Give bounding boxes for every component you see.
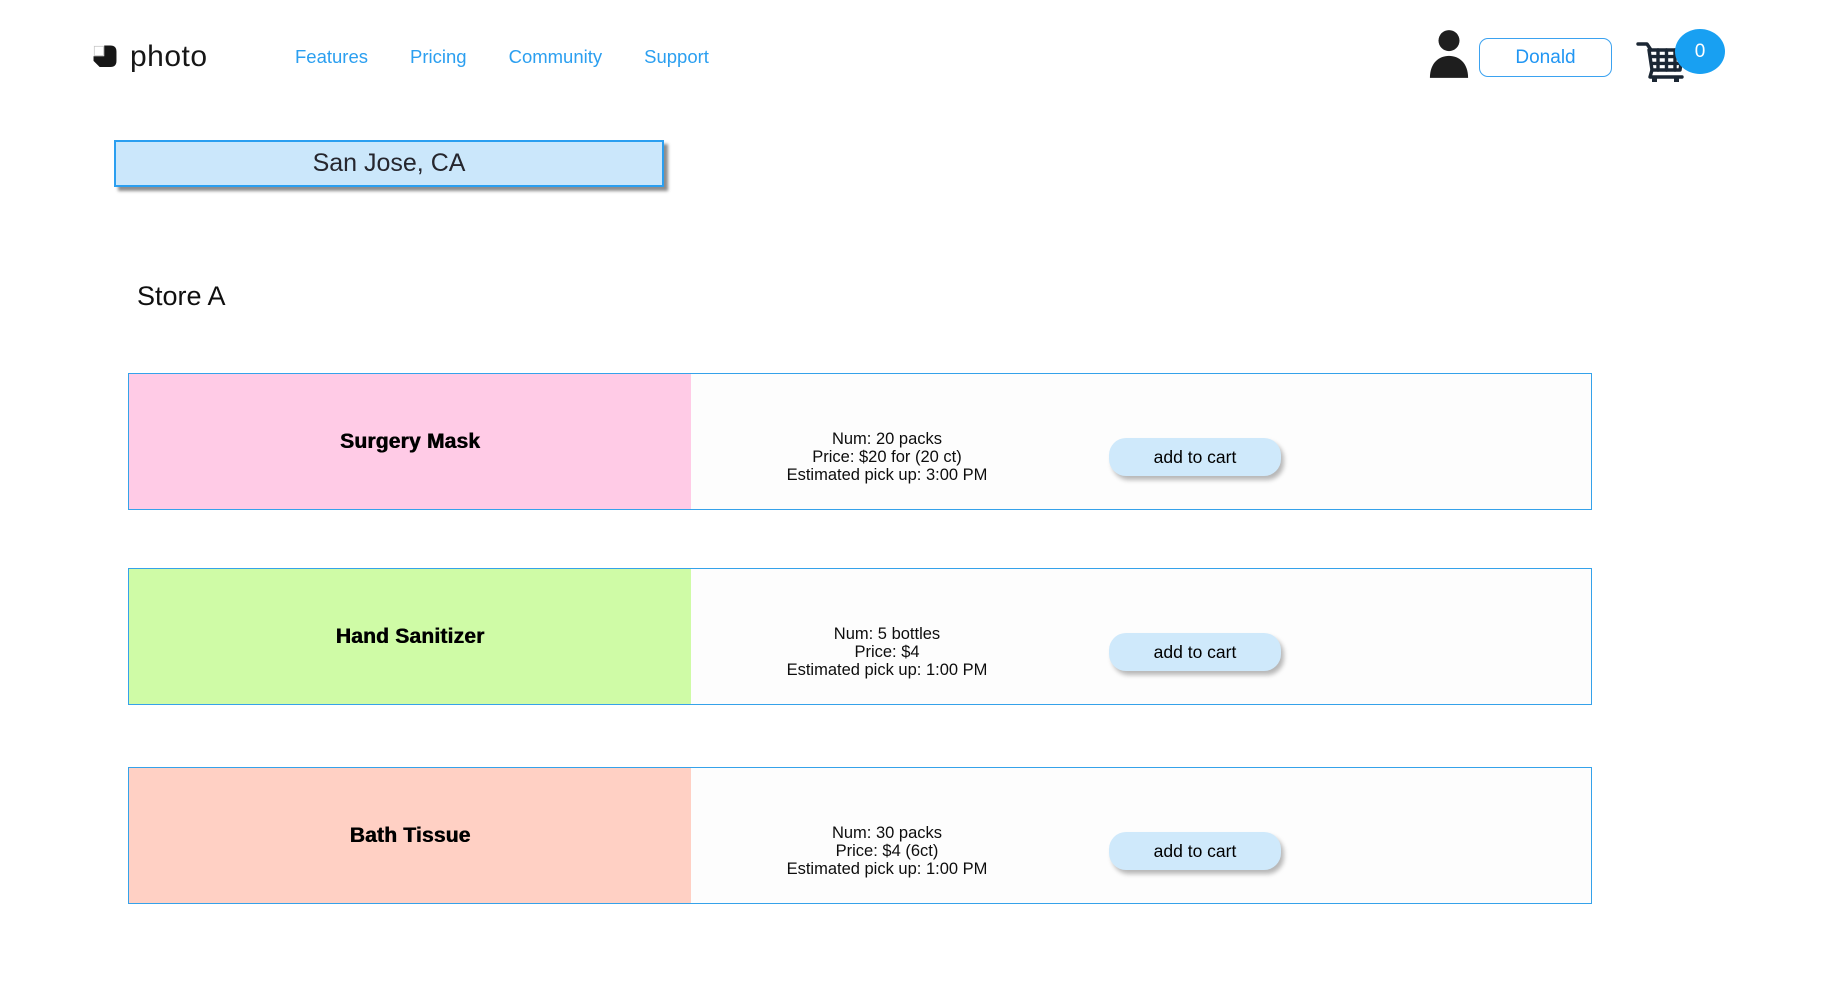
product-num: Num: 5 bottles [833,625,941,643]
product-num: Num: 30 packs [831,824,943,842]
nav-link-community[interactable]: Community [508,46,603,67]
photo-logo-icon [93,45,117,67]
add-to-cart-button[interactable]: add to cart [1109,832,1281,870]
product-info: Num: 20 packs Price: $20 for (20 ct) Est… [691,430,1083,484]
product-info: Num: 30 packs Price: $4 (6ct) Estimated … [691,824,1083,878]
product-name: Bath Tissue [349,823,471,847]
product-name: Hand Sanitizer [335,624,485,648]
product-color-block: Bath Tissue [129,768,691,903]
main-nav: Features Pricing Community Support [295,46,709,68]
nav-link-pricing[interactable]: Pricing [410,46,467,67]
product-pickup: Estimated pick up: 1:00 PM [786,661,988,679]
product-pickup: Estimated pick up: 1:00 PM [786,860,988,878]
add-to-cart-button[interactable]: add to cart [1109,633,1281,671]
product-price: Price: $20 for (20 ct) [812,448,962,466]
user-name-button[interactable]: Donald [1479,38,1612,77]
product-price: Price: $4 (6ct) [835,842,939,860]
product-card-bath-tissue: Bath Tissue Num: 30 packs Price: $4 (6ct… [128,767,1592,904]
location-box[interactable]: San Jose, CA [114,140,664,187]
product-pickup: Estimated pick up: 3:00 PM [786,466,988,484]
product-color-block: Surgery Mask [129,374,691,509]
nav-link-features[interactable]: Features [295,46,369,67]
product-num: Num: 20 packs [831,430,943,448]
logo-wordmark: photo [130,40,208,73]
cart-icon[interactable] [1636,36,1686,84]
user-avatar-icon[interactable] [1428,27,1470,79]
add-to-cart-button[interactable]: add to cart [1109,438,1281,476]
product-name: Surgery Mask [339,429,481,453]
product-color-block: Hand Sanitizer [129,569,691,704]
cart-count-badge[interactable]: 0 [1675,29,1725,74]
store-title: Store A [137,281,226,311]
logo[interactable]: photo [92,42,208,72]
product-info: Num: 5 bottles Price: $4 Estimated pick … [691,625,1083,679]
nav-link-support[interactable]: Support [644,46,709,67]
product-card-surgery-mask: Surgery Mask Num: 20 packs Price: $20 fo… [128,373,1592,510]
product-price: Price: $4 [854,643,920,661]
location-label: San Jose, CA [312,149,466,177]
product-card-hand-sanitizer: Hand Sanitizer Num: 5 bottles Price: $4 … [128,568,1592,705]
